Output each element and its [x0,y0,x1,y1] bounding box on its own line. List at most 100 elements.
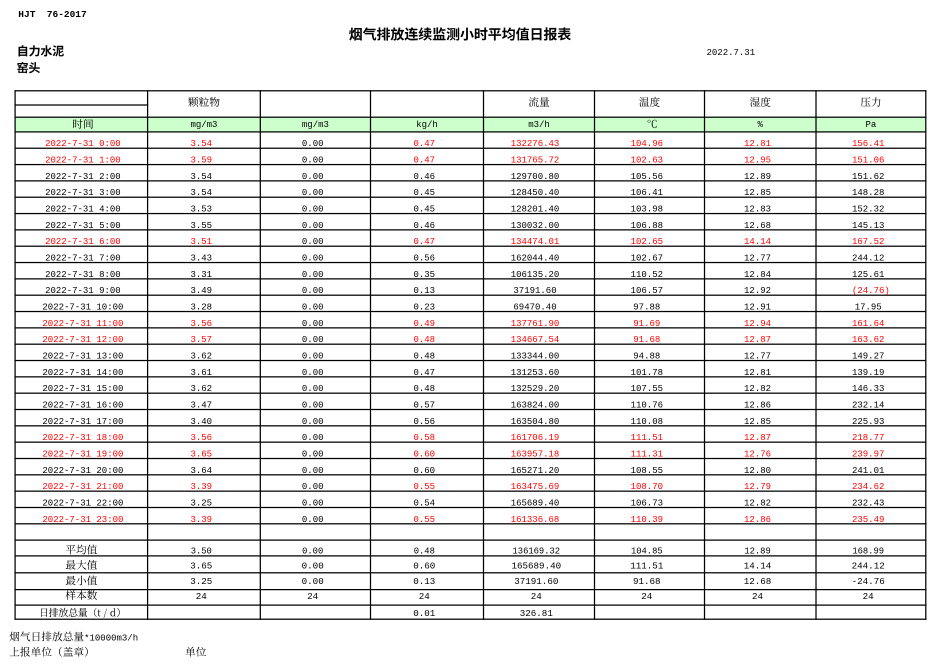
svg-text:3.54: 3.54 [190,172,212,182]
svg-text:163504.80: 163504.80 [511,417,560,427]
svg-text:24: 24 [641,591,653,602]
svg-text:91.68: 91.68 [633,335,660,345]
svg-text:0.00: 0.00 [302,319,324,329]
svg-text:139.19: 139.19 [852,368,884,378]
svg-text:108.55: 108.55 [631,466,663,476]
svg-text:3.57: 3.57 [190,335,212,345]
svg-text:167.52: 167.52 [852,237,884,247]
svg-text:0.00: 0.00 [302,466,324,476]
svg-text:3.31: 3.31 [190,270,212,280]
svg-text:0.54: 0.54 [413,498,435,508]
svg-text:244.12: 244.12 [852,254,884,264]
svg-text:161.64: 161.64 [852,319,884,329]
svg-text:0.48: 0.48 [413,352,435,362]
svg-text:110.52: 110.52 [631,270,663,280]
svg-text:148.28: 148.28 [852,188,884,198]
svg-text:(24.76): (24.76) [852,286,890,296]
svg-text:0.00: 0.00 [302,417,324,427]
svg-text:0.00: 0.00 [302,433,324,443]
svg-text:106135.20: 106135.20 [511,270,560,280]
svg-text:163957.18: 163957.18 [511,450,560,460]
svg-text:163.62: 163.62 [852,335,884,345]
svg-text:2022-7-31 12:00: 2022-7-31 12:00 [42,335,123,345]
svg-text:106.88: 106.88 [631,221,663,231]
svg-text:2022-7-31 6:00: 2022-7-31 6:00 [45,237,121,247]
svg-text:14.14: 14.14 [744,237,771,247]
svg-text:0.00: 0.00 [302,401,324,411]
svg-text:0.60: 0.60 [413,466,435,476]
svg-text:24: 24 [196,591,208,602]
svg-text:163824.00: 163824.00 [511,401,560,411]
svg-text:0.00: 0.00 [302,450,324,460]
svg-text:3.64: 3.64 [190,466,212,476]
svg-text:145.13: 145.13 [852,221,884,231]
svg-text:0.00: 0.00 [302,576,324,587]
svg-text:%: % [758,120,764,130]
svg-text:3.53: 3.53 [190,205,212,215]
svg-text:3.59: 3.59 [190,156,212,166]
svg-text:2022-7-31 14:00: 2022-7-31 14:00 [42,368,123,378]
svg-text:12.86: 12.86 [744,401,771,411]
svg-text:m3/h: m3/h [528,120,550,130]
svg-text:2022-7-31 4:00: 2022-7-31 4:00 [45,205,121,215]
svg-text:0.00: 0.00 [302,139,324,149]
svg-text:HJT 76-2017: HJT 76-2017 [18,9,87,20]
svg-text:Pa: Pa [865,120,876,130]
svg-text:12.68: 12.68 [744,221,771,231]
svg-text:165689.40: 165689.40 [511,498,560,508]
svg-text:3.51: 3.51 [190,237,212,247]
svg-text:0.49: 0.49 [413,319,435,329]
svg-text:136169.32: 136169.32 [513,546,561,556]
svg-text:2022-7-31 19:00: 2022-7-31 19:00 [42,450,123,460]
svg-text:mg/m3: mg/m3 [302,120,329,130]
svg-text:0.00: 0.00 [302,188,324,198]
svg-text:3.54: 3.54 [190,139,212,149]
svg-text:3.65: 3.65 [190,561,212,572]
svg-text:101.78: 101.78 [631,368,663,378]
svg-text:232.43: 232.43 [852,498,884,508]
svg-text:12.89: 12.89 [744,172,771,182]
svg-text:152.32: 152.32 [852,205,884,215]
svg-text:0.00: 0.00 [302,352,324,362]
svg-text:3.56: 3.56 [190,433,212,443]
svg-text:0.01: 0.01 [413,608,436,619]
svg-text:0.45: 0.45 [413,188,435,198]
svg-text:2022-7-31 23:00: 2022-7-31 23:00 [42,515,123,525]
svg-text:234.62: 234.62 [852,482,884,492]
svg-text:111.31: 111.31 [631,450,663,460]
svg-text:12.85: 12.85 [744,188,771,198]
svg-text:165689.40: 165689.40 [511,561,561,572]
svg-text:0.00: 0.00 [302,172,324,182]
svg-text:12.77: 12.77 [744,254,771,264]
svg-text:0.00: 0.00 [302,384,324,394]
svg-text:129700.80: 129700.80 [511,172,560,182]
svg-text:133344.00: 133344.00 [511,352,560,362]
svg-text:3.62: 3.62 [190,384,212,394]
svg-text:151.06: 151.06 [852,156,884,166]
svg-text:130032.00: 130032.00 [511,221,560,231]
svg-text:0.48: 0.48 [414,546,435,556]
svg-text:12.83: 12.83 [744,205,771,215]
svg-text:3.39: 3.39 [190,515,212,525]
svg-text:239.97: 239.97 [852,450,884,460]
svg-text:106.41: 106.41 [631,188,663,198]
svg-text:0.00: 0.00 [302,205,324,215]
svg-text:2022-7-31 10:00: 2022-7-31 10:00 [42,303,123,313]
svg-text:3.25: 3.25 [190,576,212,587]
svg-text:0.00: 0.00 [302,221,324,231]
svg-text:37191.60: 37191.60 [513,286,556,296]
svg-text:0.46: 0.46 [413,221,435,231]
svg-text:235.49: 235.49 [852,515,884,525]
svg-text:128201.40: 128201.40 [511,205,560,215]
svg-text:24: 24 [863,591,875,602]
svg-text:125.61: 125.61 [852,270,884,280]
svg-text:3.47: 3.47 [190,401,212,411]
svg-text:0.47: 0.47 [413,139,435,149]
svg-text:3.28: 3.28 [190,303,212,313]
svg-text:108.70: 108.70 [631,482,663,492]
svg-text:110.08: 110.08 [631,417,663,427]
svg-text:-24.76: -24.76 [852,576,885,587]
svg-text:149.27: 149.27 [852,352,884,362]
svg-text:111.51: 111.51 [631,433,663,443]
svg-text:97.88: 97.88 [633,303,660,313]
